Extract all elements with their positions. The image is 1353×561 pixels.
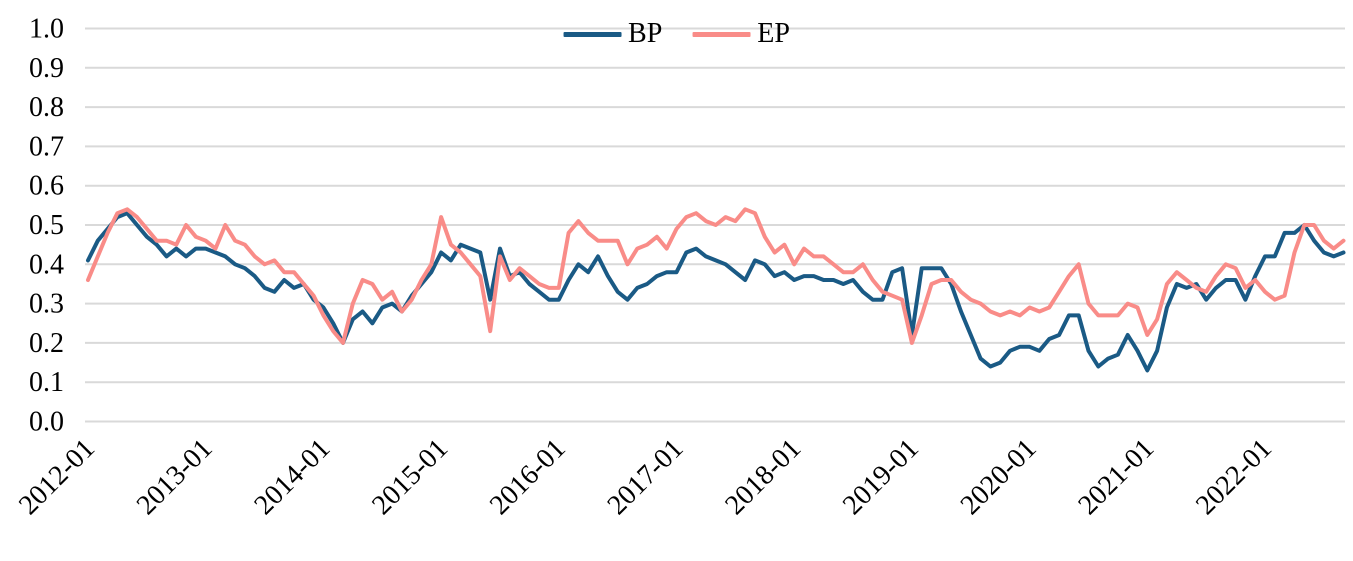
x-axis-tick-label: 2015-01 [366, 433, 454, 521]
y-axis-tick-label: 0.6 [29, 171, 64, 202]
ep-line-swatch [692, 31, 751, 37]
x-axis-tick-label: 2021-01 [1072, 433, 1160, 521]
x-axis-tick-label: 2020-01 [955, 433, 1043, 521]
legend-item-ep: EP [692, 20, 790, 48]
y-axis-tick-label: 0.3 [29, 289, 64, 320]
x-axis-tick-label: 2014-01 [248, 433, 336, 521]
legend-label-bp: BP [628, 18, 663, 49]
x-axis-tick-label: 2018-01 [719, 433, 807, 521]
bp-line-swatch [563, 31, 622, 37]
chart-legend: BP EP [563, 20, 790, 48]
legend-item-bp: BP [563, 20, 662, 48]
x-axis-tick-label: 2019-01 [837, 433, 925, 521]
y-axis-tick-label: 1.0 [29, 14, 64, 45]
y-axis-tick-label: 0.8 [29, 92, 64, 123]
ep-line [86, 207, 1346, 345]
x-axis-tick-label: 2016-01 [484, 433, 572, 521]
x-axis-tick-label: 2012-01 [13, 433, 101, 521]
y-axis-tick-label: 0.0 [29, 407, 64, 438]
x-axis-tick-label: 2013-01 [131, 433, 219, 521]
x-axis-tick-label: 2022-01 [1190, 433, 1278, 521]
y-axis-tick-label: 0.4 [29, 249, 64, 280]
legend-label-ep: EP [757, 18, 790, 49]
y-axis-tick-label: 0.5 [29, 210, 64, 241]
x-axis-tick-label: 2017-01 [602, 433, 690, 521]
y-axis-tick-label: 0.9 [29, 53, 64, 84]
y-axis-tick-label: 0.7 [29, 131, 64, 162]
bp-line [86, 211, 1346, 373]
y-axis-tick-label: 0.1 [29, 367, 64, 398]
y-axis-tick-label: 0.2 [29, 328, 64, 359]
